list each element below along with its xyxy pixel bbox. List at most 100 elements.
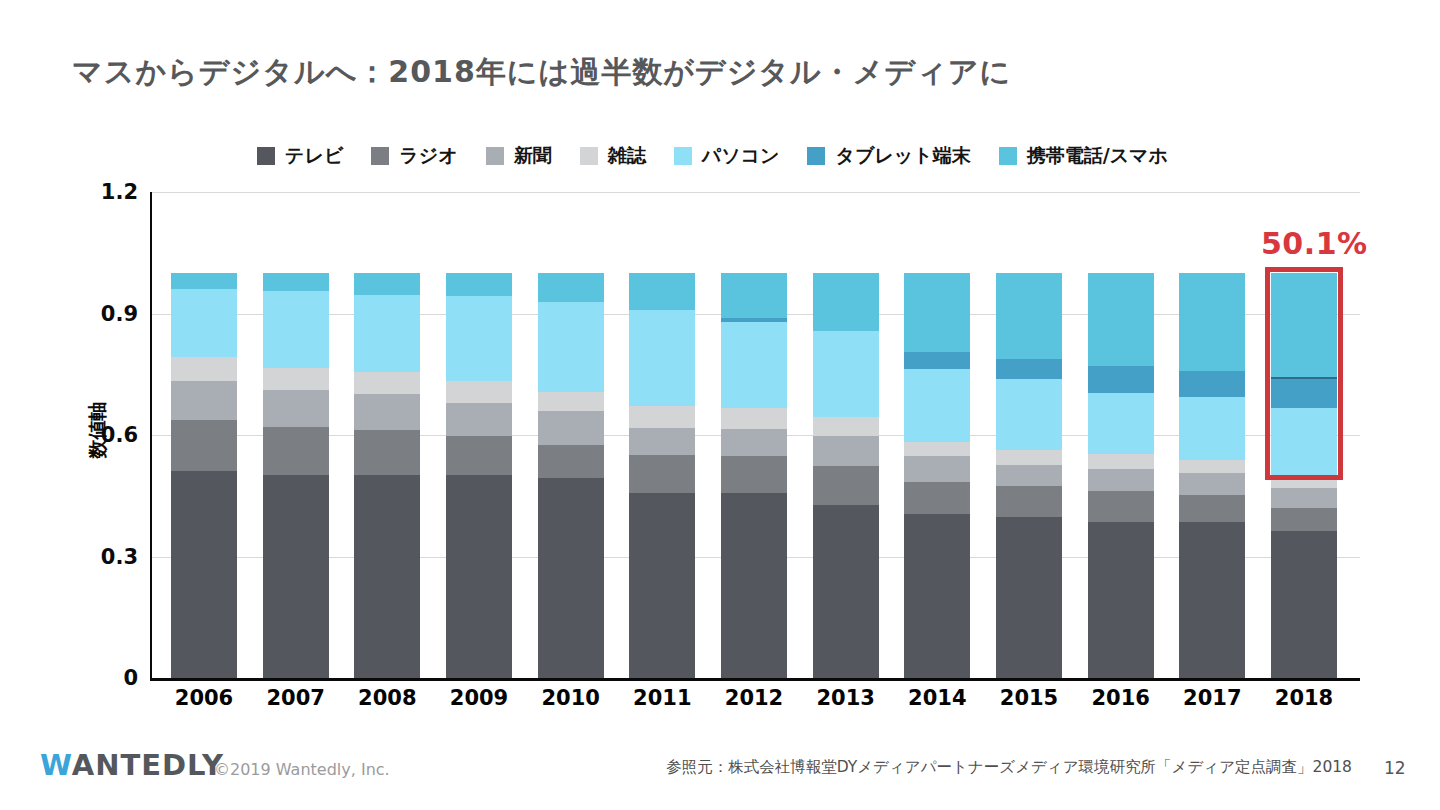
chart-legend: テレビラジオ新聞雑誌パソコンタブレット端末携帯電話/スマホ: [257, 143, 1407, 169]
legend-item: タブレット端末: [807, 143, 970, 169]
bar-segment-2009: [446, 381, 512, 404]
bar-2016: [1088, 273, 1154, 678]
bar-segment-2015: [996, 359, 1062, 379]
bar-segment-2014: [904, 369, 970, 441]
bar-segment-2011: [629, 493, 695, 678]
bar-segment-2016: [1088, 393, 1154, 454]
wantedly-logo: WANTEDLY: [40, 748, 224, 782]
legend-swatch: [807, 147, 825, 165]
bar-segment-2012: [721, 408, 787, 429]
bar-2013: [813, 273, 879, 678]
bar-segment-2014: [904, 352, 970, 370]
bar-segment-2017: [1179, 397, 1245, 461]
legend-label: タブレット端末: [835, 143, 970, 169]
plot-area: 2006200720082009201020112012201320142015…: [150, 192, 1360, 681]
bar-segment-2016: [1088, 491, 1154, 522]
bar-segment-2010: [538, 478, 604, 678]
bar-segment-2008: [354, 295, 420, 372]
bar-2015: [996, 273, 1062, 678]
x-tick-label: 2006: [158, 686, 250, 710]
legend-label: 携帯電話/スマホ: [1027, 143, 1168, 169]
legend-label: パソコン: [702, 143, 780, 169]
bar-2008: [354, 273, 420, 678]
y-tick-label: 0.9: [68, 302, 138, 326]
bar-segment-2006: [171, 273, 237, 289]
bar-segment-2010: [538, 445, 604, 478]
slide: マスからデジタルへ：2018年には過半数がデジタル・メディアに テレビラジオ新聞…: [0, 0, 1440, 810]
gridline: [152, 192, 1360, 193]
bar-segment-2011: [629, 455, 695, 493]
legend-swatch: [257, 147, 275, 165]
bar-segment-2007: [263, 273, 329, 291]
x-tick-label: 2011: [616, 686, 708, 710]
bar-segment-2012: [721, 429, 787, 456]
bar-segment-2009: [446, 475, 512, 678]
legend-swatch: [371, 147, 389, 165]
legend-swatch: [486, 147, 504, 165]
bar-segment-2008: [354, 394, 420, 430]
y-tick-label: 0.6: [68, 423, 138, 447]
legend-item: 新聞: [486, 143, 552, 169]
x-tick-label: 2007: [250, 686, 342, 710]
bar-segment-2012: [721, 456, 787, 493]
bar-segment-2016: [1088, 366, 1154, 393]
logo-wordmark: ANTEDLY: [72, 748, 224, 782]
legend-item: 携帯電話/スマホ: [999, 143, 1168, 169]
bar-segment-2015: [996, 379, 1062, 450]
bar-segment-2018: [1271, 508, 1337, 531]
bar-segment-2007: [263, 475, 329, 678]
bar-segment-2009: [446, 273, 512, 296]
bar-segment-2013: [813, 331, 879, 417]
bar-segment-2016: [1088, 273, 1154, 366]
bar-segment-2018: [1271, 488, 1337, 508]
bar-2007: [263, 273, 329, 678]
legend-item: ラジオ: [371, 143, 457, 169]
y-tick-label: 0: [68, 666, 138, 690]
legend-swatch: [999, 147, 1017, 165]
legend-swatch: [580, 147, 598, 165]
bar-segment-2013: [813, 273, 879, 331]
bar-segment-2016: [1088, 469, 1154, 491]
highlight-label: 50.1%: [1261, 226, 1347, 261]
bar-segment-2017: [1179, 371, 1245, 397]
bar-segment-2016: [1088, 454, 1154, 469]
legend-label: ラジオ: [399, 143, 457, 169]
bar-segment-2009: [446, 403, 512, 435]
bar-segment-2014: [904, 456, 970, 483]
bar-segment-2007: [263, 368, 329, 391]
bar-segment-2014: [904, 273, 970, 352]
bar-segment-2013: [813, 436, 879, 466]
bar-segment-2013: [813, 466, 879, 506]
x-tick-label: 2008: [341, 686, 433, 710]
bar-segment-2009: [446, 296, 512, 381]
bar-2014: [904, 273, 970, 678]
source-text: 参照元：株式会社博報堂DYメディアパートナーズメディア環境研究所「メディア定点調…: [666, 757, 1352, 778]
bar-2011: [629, 273, 695, 678]
bar-segment-2013: [813, 417, 879, 436]
page-number: 12: [1384, 758, 1406, 778]
x-tick-label: 2016: [1075, 686, 1167, 710]
bar-segment-2010: [538, 302, 604, 393]
bar-segment-2012: [721, 322, 787, 409]
bar-segment-2015: [996, 273, 1062, 359]
legend-item: テレビ: [257, 143, 343, 169]
bar-segment-2012: [721, 273, 787, 318]
bar-segment-2012: [721, 493, 787, 678]
bar-segment-2014: [904, 514, 970, 678]
y-tick-label: 1.2: [68, 180, 138, 204]
bar-segment-2008: [354, 273, 420, 295]
bar-segment-2009: [446, 436, 512, 476]
bar-segment-2008: [354, 372, 420, 393]
bar-segment-2017: [1179, 460, 1245, 473]
bar-segment-2006: [171, 357, 237, 381]
bar-segment-2011: [629, 428, 695, 455]
x-tick-label: 2012: [708, 686, 800, 710]
bar-2010: [538, 273, 604, 678]
bar-segment-2017: [1179, 273, 1245, 371]
bar-segment-2008: [354, 430, 420, 476]
legend-label: 新聞: [514, 143, 552, 169]
x-tick-label: 2013: [800, 686, 892, 710]
bar-2009: [446, 273, 512, 678]
bar-segment-2006: [171, 471, 237, 678]
bar-segment-2018: [1271, 531, 1337, 678]
